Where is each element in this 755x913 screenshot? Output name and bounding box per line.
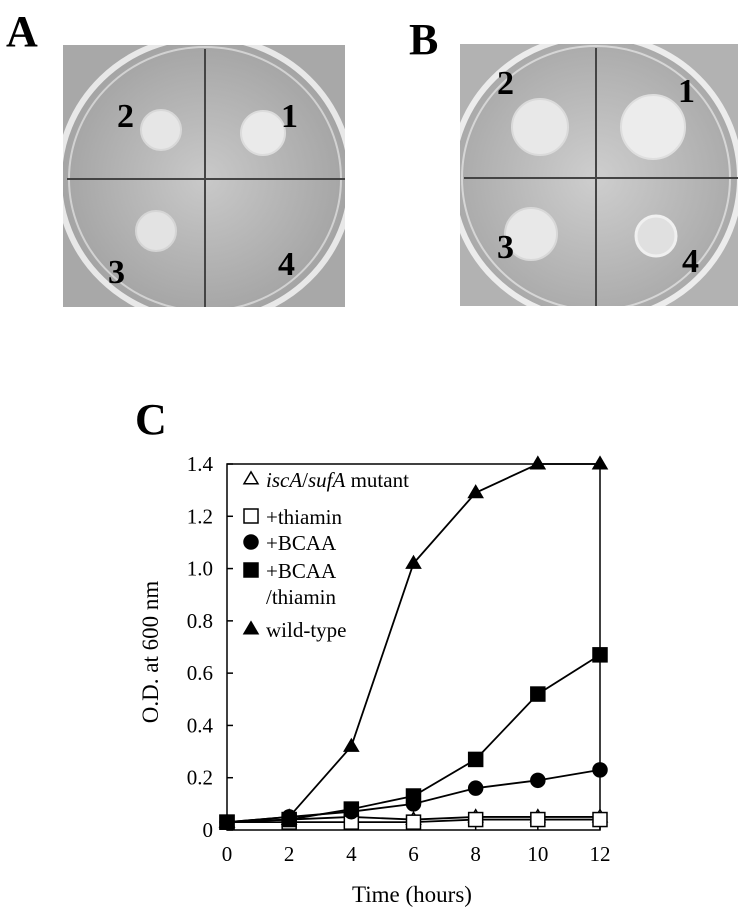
x-tick-label: 0	[222, 842, 233, 866]
data-point-wild_type	[218, 813, 236, 828]
plate-a-label-1: 1	[281, 98, 298, 135]
data-point-wild_type	[529, 455, 547, 470]
y-tick-label: 0	[203, 818, 214, 842]
colony-b-4	[634, 214, 678, 258]
x-tick-label: 6	[408, 842, 419, 866]
y-tick-label: 0.4	[187, 713, 214, 737]
legend-marker-bcaa	[243, 534, 259, 550]
y-tick-label: 1.0	[187, 557, 213, 581]
x-axis-label: Time (hours)	[352, 882, 472, 907]
y-tick-label: 1.4	[187, 452, 214, 476]
legend-label-wild_type: wild-type	[266, 618, 346, 642]
legend-label-bcaa_thiamin-line2: /thiamin	[266, 585, 336, 609]
legend-marker-thiamin	[243, 508, 259, 524]
plate-b-label-2: 2	[497, 65, 514, 102]
x-tick-label: 8	[470, 842, 481, 866]
plate-b-label-4: 4	[682, 243, 699, 280]
y-tick-label: 0.8	[187, 609, 213, 633]
legend-label-iscA_sufA: iscA/sufA mutant	[266, 468, 409, 492]
data-point-wild_type	[280, 808, 298, 823]
y-tick-label: 0.2	[187, 766, 213, 790]
colony-b-3	[504, 207, 558, 261]
data-point-thiamin	[405, 814, 422, 830]
colony-a-1	[240, 110, 286, 156]
data-point-bcaa	[592, 762, 608, 778]
x-tick-label: 10	[527, 842, 548, 866]
panel-a-letter: A	[6, 7, 38, 56]
plate-b-label-3: 3	[497, 229, 514, 266]
x-tick-label: 2	[284, 842, 295, 866]
data-point-wild_type	[343, 737, 360, 752]
y-tick-label: 0.6	[187, 661, 213, 685]
x-tick-label: 4	[346, 842, 357, 866]
data-point-bcaa	[467, 780, 484, 796]
panel-b-letter: B	[409, 15, 439, 64]
data-point-bcaa_thiamin	[530, 686, 546, 702]
data-point-thiamin	[530, 811, 546, 828]
legend-label-thiamin: +thiamin	[266, 505, 343, 529]
legend-marker-iscA_sufA	[242, 470, 260, 485]
data-point-wild_type	[405, 554, 422, 569]
data-point-thiamin	[467, 811, 484, 828]
legend-label-bcaa_thiamin: +BCAA	[266, 559, 337, 583]
data-point-bcaa_thiamin	[405, 788, 422, 804]
data-point-bcaa	[530, 772, 546, 789]
legend-marker-bcaa_thiamin	[243, 562, 259, 578]
plate-a-label-3: 3	[108, 254, 125, 291]
legend-label-bcaa: +BCAA	[266, 531, 337, 555]
panel-c-letter: C	[135, 395, 167, 444]
chart-markers	[218, 455, 609, 830]
y-axis-label: O.D. at 600 nm	[138, 581, 163, 724]
x-tick-label: 12	[590, 842, 611, 866]
data-point-bcaa_thiamin	[592, 647, 608, 663]
data-point-bcaa_thiamin	[343, 801, 360, 817]
data-point-thiamin	[592, 811, 608, 828]
colony-b-2	[511, 98, 569, 156]
chart-axes: 0 2 4 6 8 10 12 0 0.2 0.4 0.6 0.8 1.0 1.2 1.4	[187, 452, 611, 866]
colony-a-3	[135, 210, 177, 252]
chart-legend: iscA/sufA mutant+thiamin+BCAA+BCAA/thiam…	[242, 468, 409, 642]
legend-marker-wild_type	[242, 620, 260, 635]
colony-b-1	[620, 94, 686, 160]
data-point-wild_type	[591, 455, 609, 470]
plate-b-label-1: 1	[678, 73, 695, 110]
plate-photo-a: 1 2 3 4	[63, 45, 345, 307]
y-tick-label: 1.2	[187, 504, 213, 528]
colony-a-2	[140, 109, 182, 151]
plate-a-label-4: 4	[278, 246, 295, 283]
data-point-wild_type	[467, 484, 484, 499]
plate-a-label-2: 2	[117, 98, 134, 135]
data-point-bcaa_thiamin	[467, 751, 484, 768]
plate-photo-b: 1 2 3 4	[460, 44, 738, 306]
